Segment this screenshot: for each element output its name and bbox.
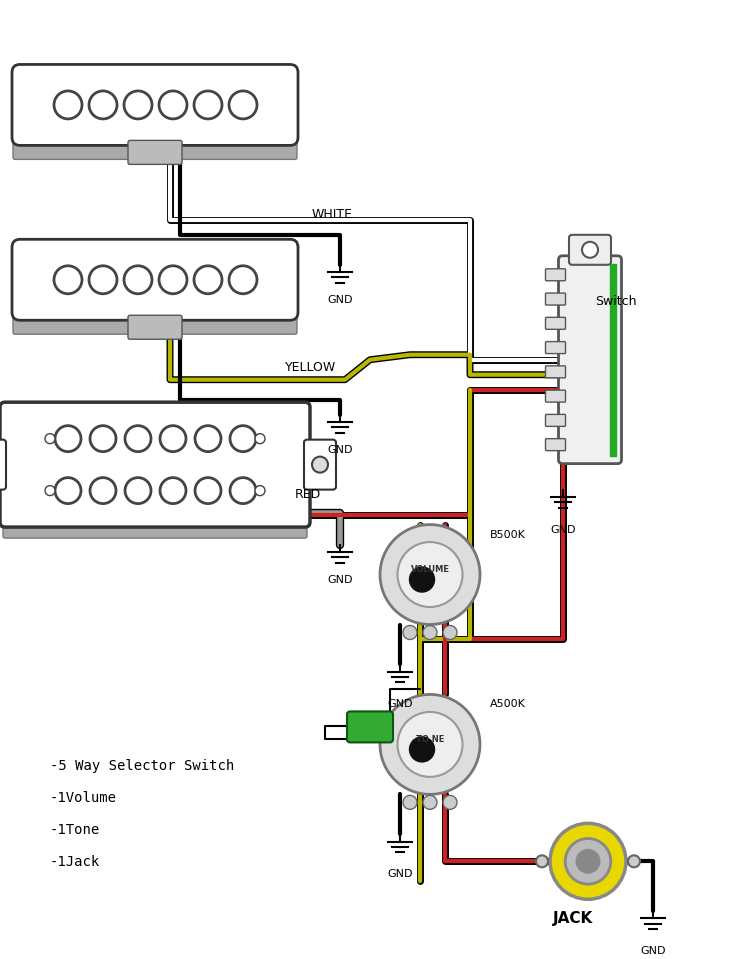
Circle shape <box>312 456 328 473</box>
Circle shape <box>159 91 187 119</box>
Circle shape <box>160 478 186 503</box>
FancyBboxPatch shape <box>545 390 565 402</box>
Text: GND: GND <box>551 525 576 534</box>
Circle shape <box>550 824 626 900</box>
FancyBboxPatch shape <box>569 235 611 265</box>
Circle shape <box>443 625 457 640</box>
FancyBboxPatch shape <box>347 712 393 742</box>
Circle shape <box>230 478 256 503</box>
FancyBboxPatch shape <box>128 316 182 339</box>
Circle shape <box>194 266 222 293</box>
Circle shape <box>45 485 55 496</box>
FancyBboxPatch shape <box>3 512 307 538</box>
Circle shape <box>89 91 117 119</box>
Text: GND: GND <box>328 294 353 305</box>
Text: -1Jack: -1Jack <box>50 855 100 869</box>
Circle shape <box>54 266 82 293</box>
Circle shape <box>194 91 222 119</box>
Circle shape <box>90 478 116 503</box>
FancyBboxPatch shape <box>545 438 565 451</box>
Circle shape <box>576 850 599 873</box>
Circle shape <box>90 426 116 452</box>
Circle shape <box>403 625 417 640</box>
Text: Switch: Switch <box>595 295 637 308</box>
Text: GND: GND <box>387 869 413 879</box>
FancyBboxPatch shape <box>0 439 6 490</box>
Circle shape <box>380 694 480 794</box>
FancyBboxPatch shape <box>0 402 310 527</box>
Text: -1Volume: -1Volume <box>50 791 117 806</box>
Circle shape <box>409 567 434 592</box>
Circle shape <box>195 478 221 503</box>
FancyBboxPatch shape <box>545 365 565 378</box>
Text: -1Tone: -1Tone <box>50 824 100 837</box>
Circle shape <box>54 91 82 119</box>
Circle shape <box>565 838 611 884</box>
Text: A500K: A500K <box>490 699 526 710</box>
FancyBboxPatch shape <box>545 293 565 305</box>
Circle shape <box>124 266 152 293</box>
Circle shape <box>582 242 598 258</box>
Polygon shape <box>609 264 615 456</box>
Text: TO NE: TO NE <box>416 735 445 744</box>
Circle shape <box>403 795 417 809</box>
FancyBboxPatch shape <box>12 240 298 320</box>
FancyBboxPatch shape <box>13 305 297 335</box>
Circle shape <box>423 625 437 640</box>
FancyBboxPatch shape <box>13 130 297 159</box>
Text: GND: GND <box>328 574 353 585</box>
FancyBboxPatch shape <box>128 140 182 164</box>
Circle shape <box>159 266 187 293</box>
Text: WHITE: WHITE <box>312 208 353 222</box>
Circle shape <box>397 542 462 607</box>
Circle shape <box>125 426 151 452</box>
Text: GND: GND <box>640 947 666 956</box>
Circle shape <box>229 91 257 119</box>
Circle shape <box>160 426 186 452</box>
Text: VOLUME: VOLUME <box>411 565 450 574</box>
FancyBboxPatch shape <box>545 341 565 354</box>
FancyBboxPatch shape <box>12 64 298 146</box>
Text: JACK: JACK <box>553 911 593 926</box>
FancyBboxPatch shape <box>545 317 565 329</box>
Circle shape <box>628 855 640 867</box>
Text: -5 Way Selector Switch: -5 Way Selector Switch <box>50 760 234 773</box>
Circle shape <box>380 525 480 624</box>
Circle shape <box>443 795 457 809</box>
Circle shape <box>409 737 434 761</box>
Circle shape <box>229 266 257 293</box>
Circle shape <box>230 426 256 452</box>
Text: RED: RED <box>295 488 321 502</box>
Circle shape <box>89 266 117 293</box>
Circle shape <box>423 795 437 809</box>
FancyBboxPatch shape <box>545 414 565 427</box>
Circle shape <box>45 433 55 444</box>
Circle shape <box>255 485 265 496</box>
Text: GND: GND <box>387 699 413 710</box>
Text: YELLOW: YELLOW <box>285 362 336 374</box>
Circle shape <box>125 478 151 503</box>
FancyBboxPatch shape <box>559 256 621 463</box>
Circle shape <box>255 433 265 444</box>
Circle shape <box>195 426 221 452</box>
Text: B500K: B500K <box>490 529 526 540</box>
Circle shape <box>124 91 152 119</box>
Circle shape <box>55 478 81 503</box>
Circle shape <box>536 855 548 867</box>
Text: GND: GND <box>328 445 353 455</box>
FancyBboxPatch shape <box>304 439 336 490</box>
FancyBboxPatch shape <box>545 269 565 281</box>
Circle shape <box>397 712 462 777</box>
Circle shape <box>55 426 81 452</box>
